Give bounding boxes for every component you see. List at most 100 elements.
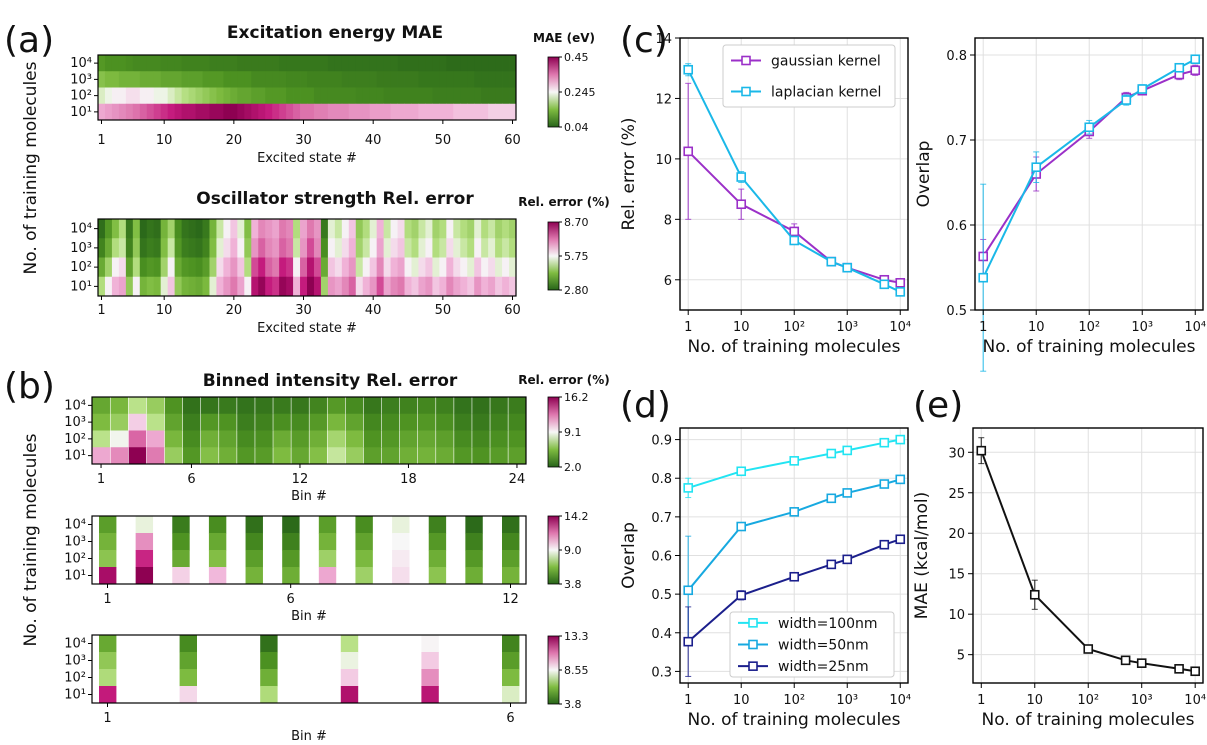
ytick-label: 20 [948, 527, 965, 542]
heatmap-cell [436, 447, 454, 465]
data-point-marker [976, 445, 987, 456]
heatmap-cell [392, 567, 410, 585]
heatmap-cell [132, 55, 141, 72]
heatmap-cell [369, 103, 378, 121]
heatmap-cell [460, 87, 468, 105]
heatmap-cell [237, 219, 245, 239]
heatmap-cell [355, 55, 364, 72]
colorbar-tick-label: 9.0 [564, 544, 582, 557]
heatmap-cell [255, 413, 273, 431]
xtick-label: 12 [292, 472, 309, 487]
heatmap-cell [454, 413, 472, 431]
heatmap-cell [309, 447, 327, 465]
xtick-label: 1 [684, 320, 692, 335]
data-point-marker [842, 262, 853, 273]
heatmap-cell [418, 219, 426, 239]
heatmap-cell [286, 87, 294, 105]
data-point-marker [826, 448, 837, 459]
heatmap-cell [421, 652, 439, 670]
heatmap-xlabel: Bin # [291, 729, 327, 744]
heatmap-cell [273, 430, 291, 448]
heatmap-cell [307, 257, 315, 278]
heatmap-cell [174, 55, 182, 72]
ytick-label: 10² [64, 671, 86, 686]
heatmap-cell [279, 87, 287, 105]
heatmap-cell [390, 55, 398, 72]
heatmap-cell [381, 430, 400, 448]
heatmap-cell [502, 71, 510, 88]
heatmap-cell [300, 55, 308, 72]
heatmap-cell [291, 413, 309, 431]
heatmap-cell [219, 447, 237, 465]
heatmap-cell [490, 397, 508, 415]
ylabel-panel-b: No. of training molecules [21, 433, 41, 646]
heatmap-cell [404, 219, 412, 239]
heatmap-cell [381, 413, 400, 431]
heatmap-cell [125, 276, 134, 297]
heatmap-cell [128, 447, 147, 465]
heatmap-cell [307, 87, 315, 105]
heatmap-cell [376, 55, 385, 72]
heatmap-cell [432, 103, 440, 121]
heatmap-cell [428, 567, 447, 585]
heatmap-cell [502, 103, 510, 121]
heatmap-cell [146, 238, 155, 258]
heatmap-cell [509, 257, 517, 278]
data-point-marker [789, 235, 800, 246]
heatmap-cell [320, 257, 329, 278]
data-point-marker [736, 199, 747, 210]
heatmap-cell [362, 257, 371, 278]
heatmap-cell [355, 257, 364, 278]
heatmap-cell [399, 397, 418, 415]
ytick-label: 10¹ [70, 279, 92, 294]
xtick-label: 10³ [1131, 693, 1153, 708]
heatmap-cell [188, 219, 196, 239]
heatmap-cell [167, 87, 176, 105]
heatmap-cell [411, 71, 419, 88]
data-point-marker [879, 279, 890, 290]
legend-swatch-marker [748, 639, 758, 650]
heatmap-cell [293, 238, 301, 258]
heatmap-cell [327, 103, 336, 121]
heatmap-cell [181, 238, 189, 258]
ytick-label: 10¹ [64, 569, 86, 584]
heatmap-cell [195, 219, 203, 239]
heatmap-cell [309, 430, 327, 448]
heatmap-cell [320, 55, 329, 72]
heatmap-cell [188, 71, 196, 88]
heatmap-cell [272, 257, 280, 278]
heatmap-cell [208, 516, 227, 534]
heatmap-cell [309, 413, 327, 431]
legend-label: gaussian kernel [771, 54, 881, 70]
heatmap-cell [425, 55, 433, 72]
heatmap-cell [188, 238, 196, 258]
data-point-marker [683, 585, 694, 596]
heatmap-cell [272, 219, 280, 239]
heatmap-cell [286, 257, 294, 278]
xtick-label: 10³ [836, 320, 858, 335]
heatmap-cell [425, 87, 433, 105]
heatmap-cell [216, 103, 224, 121]
heatmap-cell [509, 87, 517, 105]
ytick-label: 10⁴ [64, 398, 86, 413]
heatmap-cell [313, 276, 322, 297]
heatmap-cell [460, 276, 468, 297]
heatmap-cell [363, 447, 382, 465]
heatmap-cell [99, 516, 117, 534]
heatmap-cell [99, 686, 117, 704]
legend-swatch-marker [741, 55, 751, 66]
heatmap-cell [488, 87, 496, 105]
heatmap-cell [293, 71, 301, 88]
heatmap-cell [376, 71, 385, 88]
heatmap-cell [460, 71, 468, 88]
heatmap-cell [418, 413, 436, 431]
heatmap-cell [320, 87, 329, 105]
heatmap-cell [99, 635, 117, 653]
heatmap-cell [201, 413, 219, 431]
heatmap-cell [245, 550, 263, 568]
heatmap-cell [195, 238, 203, 258]
heatmap-cell [153, 219, 162, 239]
heatmap-cell [195, 71, 203, 88]
heatmap-cell [432, 87, 440, 105]
heatmap-cell [258, 103, 266, 121]
